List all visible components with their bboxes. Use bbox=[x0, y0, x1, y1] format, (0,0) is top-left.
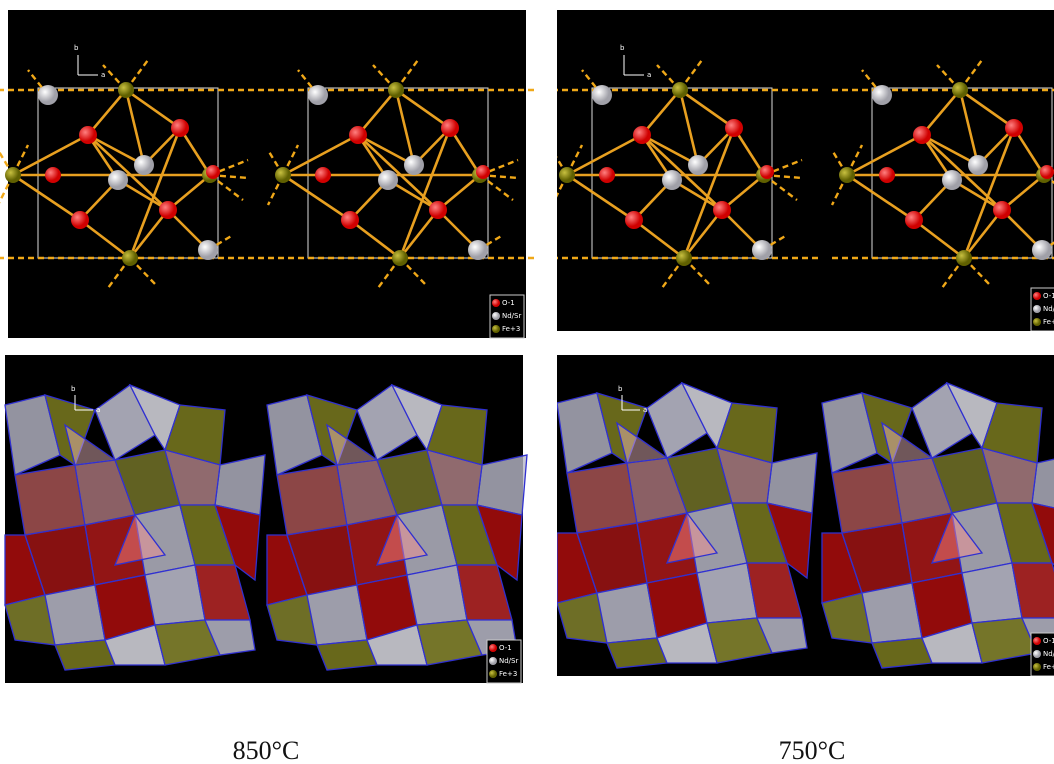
legend-label: Nd/Sr bbox=[1043, 650, 1054, 658]
panel: b a O-1 Nd/Sr Fe+3 bbox=[552, 10, 1054, 331]
axis-label: b bbox=[618, 385, 623, 393]
legend: O-1 Nd/Sr Fe+3 bbox=[1031, 633, 1054, 676]
body: b a O-1 Nd/Sr Fe+3 b a O-1 Nd/Sr Fe+3 b … bbox=[0, 0, 1054, 764]
axis-label: b bbox=[74, 44, 79, 52]
caption: 850°C bbox=[233, 736, 300, 764]
legend-label: Nd/Sr bbox=[1043, 305, 1054, 313]
figure: b a O-1 Nd/Sr Fe+3 b a O-1 Nd/Sr Fe+3 b … bbox=[0, 0, 1054, 764]
legend-label: O-1 bbox=[1043, 637, 1054, 645]
legend-label: O-1 bbox=[502, 299, 515, 307]
legend-label: O-1 bbox=[1043, 292, 1054, 300]
axis-label: a bbox=[101, 71, 105, 79]
legend-label: Fe+3 bbox=[1043, 663, 1054, 671]
axis-label: b bbox=[620, 44, 625, 52]
legend-label: Fe+3 bbox=[502, 325, 520, 333]
panel: b a O-1 Nd/Sr Fe+3 bbox=[0, 10, 538, 338]
legend: O-1 Nd/Sr Fe+3 bbox=[490, 295, 524, 338]
axis-label: a bbox=[96, 406, 100, 414]
polyhedra bbox=[822, 383, 1054, 668]
legend: O-1 Nd/Sr Fe+3 bbox=[487, 640, 521, 683]
legend-label: Fe+3 bbox=[1043, 318, 1054, 326]
page: {"panels": [ {"axes": ["b", "a"], "legen… bbox=[0, 0, 1054, 764]
caption: 750°C bbox=[779, 736, 846, 764]
panel: b a O-1 Nd/Sr Fe+3 bbox=[5, 355, 527, 683]
legend-label: Fe+3 bbox=[499, 670, 517, 678]
axis-label: b bbox=[71, 385, 76, 393]
legend: O-1 Nd/Sr Fe+3 bbox=[1031, 288, 1054, 331]
legend-label: Nd/Sr bbox=[502, 312, 521, 320]
legend-label: Nd/Sr bbox=[499, 657, 518, 665]
axis-label: a bbox=[643, 406, 647, 414]
panel: b a O-1 Nd/Sr Fe+3 bbox=[557, 355, 1054, 676]
axis-label: a bbox=[647, 71, 651, 79]
legend-label: O-1 bbox=[499, 644, 512, 652]
